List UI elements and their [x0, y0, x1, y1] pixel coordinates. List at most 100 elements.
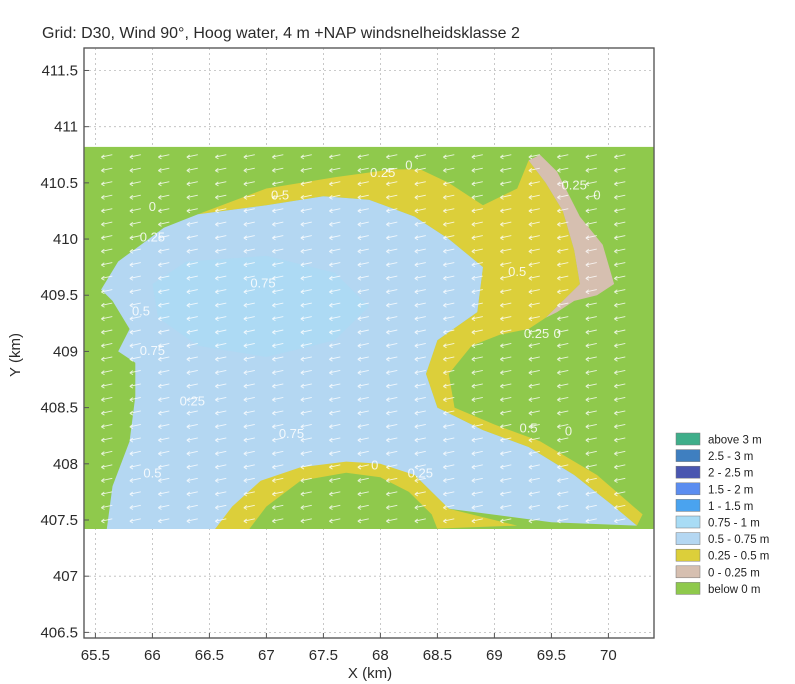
- wind-arrow: [443, 396, 455, 403]
- wind-arrow: [300, 275, 312, 281]
- wind-arrow: [585, 208, 597, 214]
- wind-arrow: [243, 289, 255, 295]
- wind-arrow: [300, 167, 312, 173]
- wind-arrow: [300, 370, 312, 376]
- wind-arrow: [300, 316, 312, 322]
- wind-arrow: [215, 396, 227, 403]
- wind-arrow: [500, 181, 512, 187]
- wind-arrow: [528, 208, 540, 214]
- wind-arrow: [443, 477, 455, 483]
- wind-arrow: [443, 167, 455, 173]
- wind-arrow: [272, 275, 284, 281]
- wind-arrow: [357, 154, 369, 160]
- wind-arrow: [186, 208, 198, 214]
- wind-arrow: [443, 504, 455, 510]
- wind-arrow: [386, 410, 398, 416]
- wind-arrow: [585, 181, 597, 187]
- wind-arrow: [158, 383, 170, 389]
- wind-arrow: [300, 262, 312, 268]
- wind-arrow: [614, 154, 626, 160]
- wind-arrow: [557, 154, 569, 160]
- wind-arrow: [158, 154, 170, 160]
- wind-arrow: [443, 370, 455, 376]
- wind-arrow: [129, 410, 141, 416]
- x-tick-label: 68.5: [423, 647, 452, 664]
- wind-arrow: [272, 410, 284, 416]
- wind-arrow: [329, 370, 341, 376]
- wind-arrow: [357, 316, 369, 322]
- x-axis-label: X (km): [348, 665, 392, 682]
- wind-arrow: [386, 194, 398, 200]
- wind-arrow: [500, 477, 512, 483]
- legend-label: 2 - 2.5 m: [708, 468, 753, 480]
- wind-arrow: [414, 208, 426, 214]
- wind-arrow: [329, 504, 341, 510]
- wind-arrow: [158, 477, 170, 483]
- wind-arrow: [386, 437, 398, 443]
- y-tick-label: 409.5: [40, 287, 78, 304]
- wind-arrow: [300, 423, 312, 429]
- wind-arrow: [614, 289, 626, 295]
- wind-arrow: [585, 235, 597, 241]
- contour-label: 0: [149, 199, 156, 214]
- wind-arrow: [300, 437, 312, 443]
- wind-arrow: [215, 370, 227, 376]
- wind-arrow: [386, 167, 398, 173]
- legend-label: 0.5 - 0.75 m: [708, 534, 769, 546]
- wind-arrow: [101, 302, 113, 308]
- legend-label: 0.75 - 1 m: [708, 518, 760, 530]
- wind-arrow: [500, 235, 512, 241]
- wind-arrow: [614, 410, 626, 416]
- wind-arrow: [386, 370, 398, 376]
- x-tick-label: 70: [600, 647, 617, 664]
- wind-arrow: [386, 477, 398, 483]
- wind-arrow: [300, 343, 312, 349]
- contour-label: 0.25: [524, 326, 549, 341]
- wind-arrow: [215, 491, 227, 497]
- wind-arrow: [129, 262, 141, 268]
- wind-arrow: [101, 437, 113, 443]
- wind-arrow: [471, 396, 483, 403]
- wind-arrow: [215, 275, 227, 281]
- wind-arrow: [129, 343, 141, 349]
- wind-arrow: [414, 275, 426, 281]
- wind-arrow: [614, 396, 626, 403]
- wind-arrow: [500, 356, 512, 362]
- y-tick-label: 408.5: [40, 400, 78, 417]
- wind-arrow: [158, 235, 170, 241]
- wind-arrow: [500, 464, 512, 470]
- wind-arrow: [101, 396, 113, 403]
- wind-arrow: [528, 262, 540, 268]
- wind-arrow: [557, 275, 569, 281]
- wind-arrow: [243, 221, 255, 227]
- wind-arrow: [614, 208, 626, 214]
- wind-arrow: [357, 194, 369, 200]
- contour-label: 0.25: [140, 229, 165, 244]
- region-0.75-1: [152, 255, 369, 357]
- contour-label: 0.25: [562, 178, 587, 193]
- wind-arrow: [300, 383, 312, 389]
- contour-label: 0.75: [140, 343, 165, 358]
- wind-arrow: [414, 370, 426, 376]
- wind-arrow: [101, 235, 113, 241]
- wind-arrow: [414, 302, 426, 308]
- wind-arrow: [443, 275, 455, 281]
- wind-arrow: [101, 450, 113, 456]
- contour-label: 0.5: [520, 420, 538, 435]
- region-0.25-0.5: [198, 160, 643, 526]
- wind-arrow: [500, 423, 512, 429]
- wind-arrow: [386, 423, 398, 429]
- wind-arrow: [329, 518, 341, 524]
- wind-arrow: [414, 262, 426, 268]
- wind-arrow: [329, 235, 341, 241]
- wind-arrow: [557, 410, 569, 416]
- wind-arrow: [186, 477, 198, 483]
- wind-arrow: [528, 370, 540, 376]
- wind-arrow: [471, 343, 483, 349]
- y-tick-label: 410: [53, 231, 78, 248]
- wind-arrow: [414, 464, 426, 470]
- wind-arrow: [101, 410, 113, 416]
- wind-arrow: [158, 423, 170, 429]
- wind-arrow: [443, 194, 455, 200]
- wind-arrow: [186, 221, 198, 227]
